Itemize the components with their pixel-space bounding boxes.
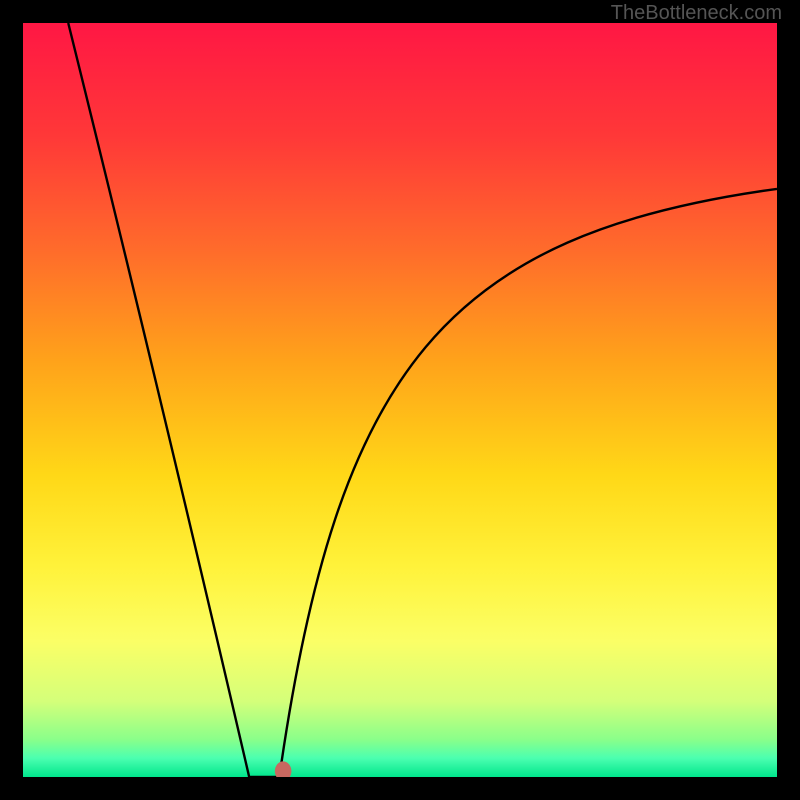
plot-area — [23, 23, 777, 777]
curve-path — [68, 23, 777, 777]
bottleneck-curve — [23, 23, 777, 777]
optimum-marker — [275, 761, 292, 777]
watermark-text: TheBottleneck.com — [611, 2, 782, 25]
